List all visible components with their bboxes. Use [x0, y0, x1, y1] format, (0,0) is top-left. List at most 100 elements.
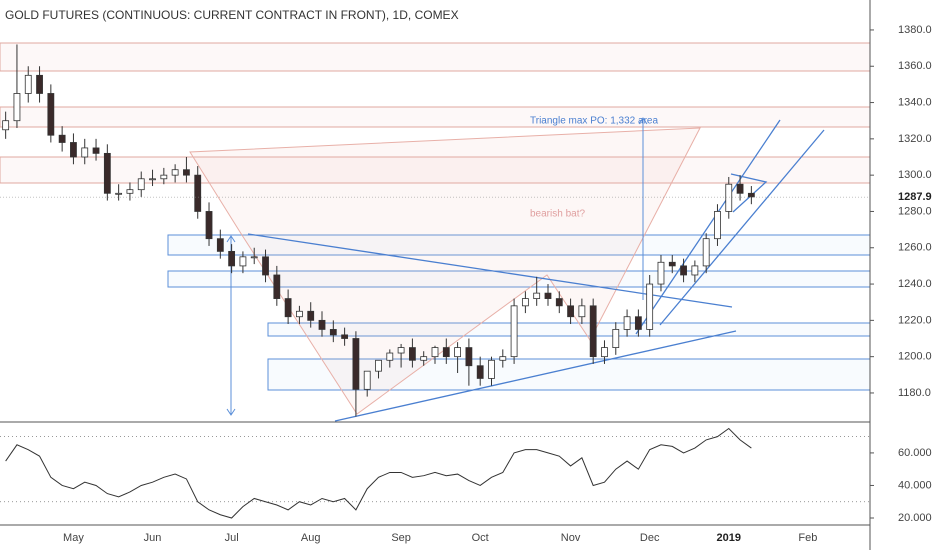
- candle-body: [126, 189, 134, 194]
- trend-line: [334, 330, 737, 422]
- last-price-label: 1287.9: [898, 191, 932, 203]
- candle-body: [725, 183, 733, 212]
- candle-body: [58, 134, 66, 143]
- candle-body: [736, 183, 744, 194]
- candle-body: [714, 211, 721, 240]
- candle-body: [634, 316, 642, 330]
- y-tick-label: 1360.0: [898, 60, 932, 72]
- candle-body: [250, 256, 258, 259]
- candle-body: [680, 265, 687, 276]
- candle-body: [228, 250, 236, 267]
- candle-body: [657, 261, 665, 285]
- candle-body: [363, 370, 371, 390]
- candle-body: [431, 347, 439, 358]
- x-tick-label: 2019: [717, 532, 741, 544]
- candle-body: [510, 305, 518, 358]
- y-tick-label: 1200.0: [898, 351, 932, 363]
- candle-body: [318, 319, 326, 330]
- y-tick-label: 60.0000: [898, 447, 932, 459]
- candle-body: [623, 316, 631, 330]
- candle-body: [386, 352, 394, 361]
- candle-body: [284, 298, 292, 318]
- candle-body: [499, 356, 507, 361]
- x-tick-label: Jul: [225, 532, 239, 544]
- candle-body: [646, 283, 654, 330]
- y-tick-label: 1260.0: [898, 242, 932, 254]
- candle-body: [476, 365, 484, 379]
- x-tick-label: Dec: [640, 532, 660, 544]
- candle-body: [160, 174, 168, 180]
- candle-body: [183, 169, 190, 176]
- candle-body: [341, 334, 349, 339]
- arrow-head: [226, 235, 236, 243]
- candle-body: [352, 338, 360, 390]
- candle-body: [375, 359, 382, 372]
- candle-body: [171, 169, 179, 176]
- y-tick-label: 1340.0: [898, 96, 932, 108]
- candle-body: [589, 305, 597, 358]
- x-tick-label: Nov: [561, 532, 581, 544]
- annotation: Triangle max PO: 1,332 area: [530, 116, 658, 127]
- candle-body: [92, 147, 100, 154]
- candle-body: [601, 347, 608, 358]
- y-tick-label: 1320.0: [898, 133, 932, 145]
- candle-body: [194, 174, 202, 212]
- zone: [0, 42, 871, 72]
- candle-body: [216, 238, 224, 252]
- x-tick-label: Feb: [798, 532, 817, 544]
- triangle: [730, 173, 768, 213]
- candle-body: [262, 256, 269, 276]
- channel-line: [635, 119, 781, 335]
- x-tick-label: Oct: [472, 532, 489, 544]
- arrow-head: [638, 117, 648, 125]
- candle-body: [296, 310, 303, 318]
- candle-body: [454, 347, 461, 358]
- annotation: bearish bat?: [530, 209, 585, 220]
- candle-body: [668, 261, 676, 267]
- zone: [0, 106, 871, 128]
- candle-body: [442, 347, 450, 358]
- x-tick-label: Jun: [144, 532, 162, 544]
- y-tick-label: 1180.0: [898, 387, 931, 399]
- candle-body: [420, 356, 428, 361]
- candle-body: [13, 93, 21, 122]
- y-tick-label: 1380.0: [898, 24, 932, 36]
- pattern: [189, 127, 701, 415]
- candle-body: [578, 305, 586, 318]
- candle-body: [521, 298, 529, 307]
- candle-body: [307, 310, 315, 321]
- candle-body: [747, 192, 755, 198]
- candle-body: [115, 192, 123, 195]
- rsi-line: [5, 427, 752, 519]
- candle-body: [70, 142, 77, 158]
- candle-body: [239, 256, 247, 267]
- drawings: [0, 42, 871, 422]
- y-tick-label: 1220.0: [898, 314, 932, 326]
- candle-body: [103, 152, 111, 194]
- y-tick-label: 1300.0: [898, 169, 932, 181]
- candle-body: [702, 238, 710, 267]
- y-tick-label: 40.0000: [898, 479, 932, 491]
- candle-body: [397, 347, 405, 354]
- y-tick-label: 1280.0: [898, 205, 932, 217]
- candle-body: [273, 274, 281, 299]
- candle-body: [533, 292, 541, 299]
- candle-body: [205, 211, 213, 240]
- candle-body: [409, 347, 416, 361]
- candle-body: [612, 329, 620, 348]
- arrow-head: [226, 408, 236, 416]
- candle-body: [81, 147, 89, 158]
- candle-body: [24, 74, 32, 94]
- candle-body: [36, 74, 43, 94]
- candle-body: [2, 120, 10, 131]
- candle-body: [465, 347, 473, 367]
- last-price-box: [872, 189, 932, 206]
- x-tick-label: Sep: [391, 532, 411, 544]
- channel-line: [659, 129, 825, 326]
- candle-body: [488, 359, 495, 379]
- x-tick-label: May: [63, 532, 84, 544]
- candle-body: [544, 292, 552, 299]
- y-tick-label: 1240.0: [898, 278, 932, 290]
- candle-body: [691, 265, 699, 276]
